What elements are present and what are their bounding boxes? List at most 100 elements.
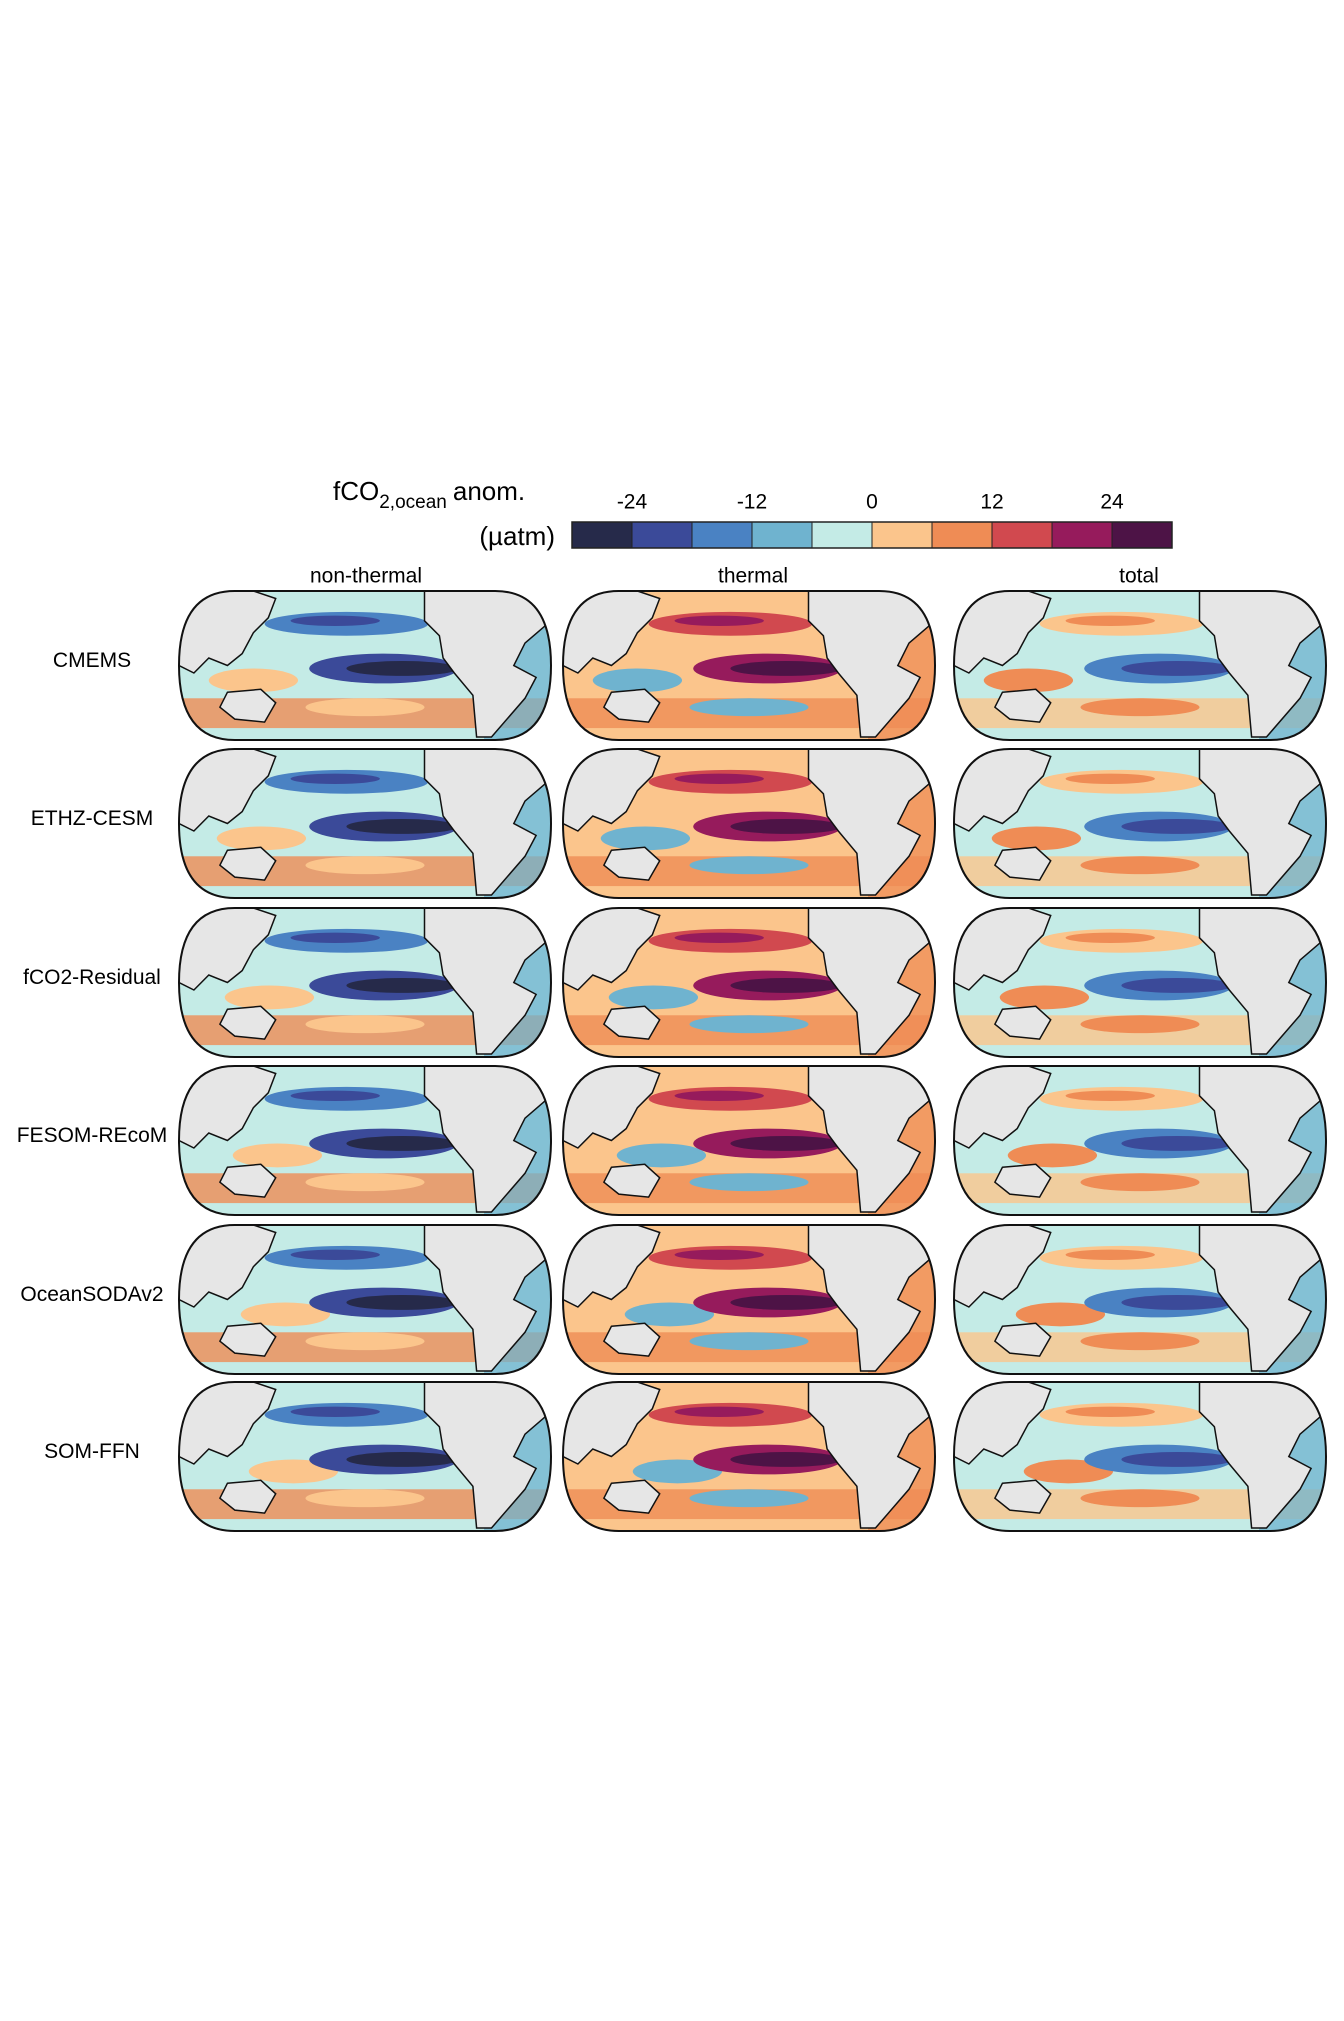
map-panel (563, 908, 935, 1057)
map-panel (179, 1066, 551, 1215)
land (179, 591, 277, 674)
land (218, 1163, 277, 1198)
row-label: SOM-FFN (44, 1440, 140, 1463)
patch (689, 698, 809, 717)
north-band-core (1065, 932, 1155, 944)
north-band-core (674, 1090, 764, 1102)
land (563, 1225, 661, 1308)
land (954, 1066, 1052, 1149)
row-label: ETHZ-CESM (31, 807, 154, 830)
land (1198, 749, 1326, 896)
patch (1080, 1332, 1200, 1351)
land (602, 846, 661, 881)
patch (1080, 1489, 1200, 1508)
north-band-core (290, 1406, 380, 1418)
land (218, 1479, 277, 1514)
column-header: thermal (718, 565, 788, 588)
north-band-core (290, 773, 380, 785)
north-band-core (1065, 1249, 1155, 1261)
map-panel (179, 908, 551, 1057)
land (1198, 591, 1326, 738)
map-frame (561, 1065, 937, 1216)
equator-core (730, 978, 842, 993)
equator-core (346, 1452, 459, 1467)
colorbar-frame (571, 521, 1173, 549)
patch (1080, 1015, 1200, 1034)
land (993, 846, 1052, 881)
map-frame (561, 590, 937, 741)
equator-core (346, 978, 459, 993)
legend-title-sub: 2,ocean (379, 492, 447, 513)
map-panel (954, 749, 1326, 898)
land (218, 1005, 277, 1040)
map-panel (179, 1225, 551, 1374)
patch (305, 1332, 425, 1351)
patch (1015, 1302, 1106, 1327)
row-label: OceanSODAv2 (20, 1283, 163, 1306)
patch (305, 698, 425, 717)
colorbar-bin (571, 521, 633, 549)
equator-core (346, 1136, 459, 1151)
row-label: fCO2-Residual (23, 966, 161, 989)
map-panel (179, 1382, 551, 1531)
land (954, 908, 1052, 991)
land (563, 591, 661, 674)
land (993, 1005, 1052, 1040)
land (563, 1382, 661, 1465)
map-frame (177, 1224, 553, 1375)
map-frame (952, 1381, 1328, 1532)
colorbar-bin (751, 521, 813, 549)
map-frame (561, 1381, 937, 1532)
map-frame (561, 1224, 937, 1375)
land (993, 1479, 1052, 1514)
equator-core (346, 819, 459, 834)
land (179, 1225, 277, 1308)
land (807, 1382, 935, 1529)
colorbar-tick-label: 24 (1100, 491, 1124, 514)
land (218, 688, 277, 723)
patch (232, 1143, 323, 1168)
north-band-core (1065, 773, 1155, 785)
land (1198, 1225, 1326, 1372)
land (954, 1382, 1052, 1465)
map-panel (179, 591, 551, 740)
colorbar-bin (1111, 521, 1173, 549)
land (563, 749, 661, 832)
patch (689, 1332, 809, 1351)
land (1198, 1382, 1326, 1529)
legend-title: fCO2,ocean anom. (333, 476, 525, 513)
map-panel (954, 1382, 1326, 1531)
map-frame (952, 907, 1328, 1058)
map-frame (177, 590, 553, 741)
land (563, 908, 661, 991)
patch (305, 1173, 425, 1192)
equator-core (346, 661, 459, 676)
patch (305, 1015, 425, 1034)
north-band-core (674, 1249, 764, 1261)
map-panel (179, 749, 551, 898)
land (563, 1066, 661, 1149)
patch (608, 985, 699, 1010)
colorbar-tick-label: -24 (617, 491, 648, 514)
north-band-core (1065, 615, 1155, 627)
map-frame (177, 748, 553, 899)
patch (600, 826, 691, 851)
land (218, 1322, 277, 1357)
map-panel (563, 749, 935, 898)
patch (983, 668, 1074, 693)
land (218, 846, 277, 881)
map-panel (563, 1225, 935, 1374)
land (954, 591, 1052, 674)
equator-core (1121, 1295, 1233, 1310)
north-band-core (290, 932, 380, 944)
row-label: FESOM-REcoM (17, 1124, 168, 1147)
land (993, 1322, 1052, 1357)
patch (999, 985, 1090, 1010)
patch (1080, 1173, 1200, 1192)
land (423, 1382, 551, 1529)
equator-core (730, 1295, 842, 1310)
legend-unit: (µatm) (479, 521, 555, 551)
map-panel (954, 1066, 1326, 1215)
equator-core (730, 661, 842, 676)
